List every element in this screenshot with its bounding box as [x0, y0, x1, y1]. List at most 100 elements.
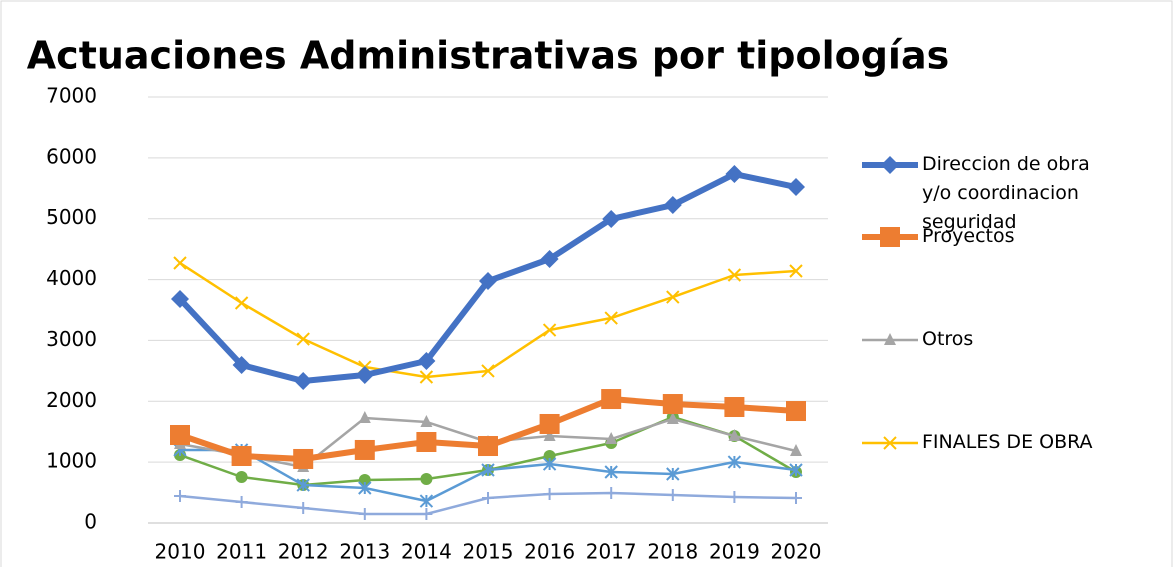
marker	[604, 311, 618, 325]
y-tick-label: 0	[84, 510, 97, 534]
marker	[543, 449, 556, 462]
legend-label: Otros	[922, 328, 974, 350]
x-tick-label: 2016	[524, 540, 575, 564]
marker	[174, 489, 186, 502]
legend-item	[862, 436, 918, 450]
marker	[170, 425, 190, 446]
marker	[354, 439, 375, 460]
marker	[294, 372, 313, 391]
marker	[543, 487, 556, 500]
marker	[789, 463, 803, 477]
marker	[234, 296, 249, 310]
series	[170, 389, 806, 469]
marker	[605, 486, 618, 499]
marker	[358, 411, 371, 424]
marker	[790, 444, 802, 457]
marker	[358, 481, 372, 495]
legend-label: Proyectos	[922, 225, 1015, 247]
x-tick-label: 2010	[155, 540, 206, 564]
marker	[663, 196, 682, 215]
marker	[539, 413, 560, 434]
x-tick-label: 2019	[709, 540, 760, 564]
marker	[420, 507, 433, 520]
y-tick-label: 7000	[46, 84, 97, 108]
legend-item	[862, 333, 918, 345]
marker	[543, 428, 556, 441]
marker	[482, 491, 494, 504]
marker	[419, 370, 434, 384]
x-tick-label: 2020	[771, 540, 822, 564]
y-tick-label: 3000	[46, 327, 97, 351]
marker	[542, 457, 557, 471]
y-tick-label: 5000	[46, 205, 97, 229]
marker	[605, 432, 618, 445]
marker	[881, 156, 899, 174]
x-tick-label: 2015	[463, 540, 514, 564]
series	[173, 443, 803, 508]
marker	[601, 389, 622, 410]
legend-label: FINALES DE OBRA	[922, 431, 1093, 453]
x-tick-label: 2017	[586, 540, 637, 564]
legend-item	[862, 227, 918, 247]
marker	[786, 401, 806, 422]
x-tick-label: 2012	[278, 540, 329, 564]
marker	[728, 491, 741, 504]
marker	[358, 473, 371, 486]
marker	[293, 448, 314, 469]
marker	[296, 332, 310, 346]
marker	[790, 491, 802, 504]
marker	[481, 364, 495, 378]
marker	[728, 428, 741, 441]
marker	[231, 445, 252, 466]
marker	[666, 489, 679, 502]
marker	[602, 210, 621, 229]
marker	[171, 290, 189, 309]
marker	[662, 394, 683, 415]
marker	[355, 365, 374, 384]
series	[171, 165, 805, 391]
marker	[666, 290, 680, 304]
marker	[173, 256, 187, 270]
x-tick-label: 2018	[647, 540, 698, 564]
marker	[604, 465, 618, 479]
marker	[884, 333, 896, 345]
series	[174, 486, 802, 520]
marker	[416, 431, 437, 452]
series	[173, 256, 803, 384]
marker	[479, 272, 497, 291]
marker	[358, 507, 371, 520]
y-tick-label: 1000	[46, 449, 97, 473]
marker	[296, 478, 310, 492]
x-tick-label: 2013	[339, 540, 390, 564]
marker	[478, 436, 498, 457]
marker	[789, 264, 803, 278]
marker	[419, 494, 434, 508]
marker	[727, 268, 742, 282]
marker	[880, 227, 900, 247]
marker	[542, 323, 557, 337]
marker	[727, 455, 742, 469]
marker	[666, 467, 680, 481]
marker	[481, 463, 495, 477]
marker	[297, 502, 310, 515]
marker	[232, 356, 251, 375]
x-tick-label: 2014	[401, 540, 452, 564]
legend-item	[862, 156, 918, 174]
chart-title: Actuaciones Administrativas por tipologí…	[27, 34, 949, 78]
marker	[235, 470, 248, 483]
marker	[787, 178, 805, 197]
x-tick-label: 2011	[216, 540, 267, 564]
y-tick-label: 4000	[46, 266, 97, 290]
marker	[540, 250, 559, 269]
marker	[725, 165, 744, 184]
marker	[883, 436, 897, 450]
y-tick-label: 2000	[46, 388, 97, 412]
marker	[666, 411, 679, 424]
y-tick-label: 6000	[46, 144, 97, 168]
marker	[235, 496, 248, 509]
marker	[420, 414, 433, 427]
marker	[724, 397, 745, 418]
